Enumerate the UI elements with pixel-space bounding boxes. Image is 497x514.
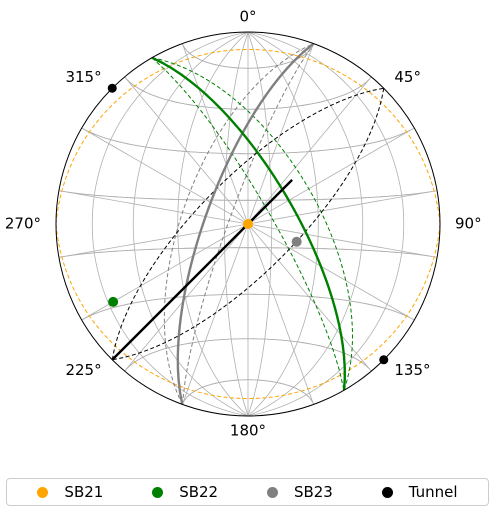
grid-great-circle — [247, 31, 405, 417]
direction-label: 135° — [394, 361, 430, 379]
sb21-pole-point — [243, 219, 253, 229]
sb22-plane — [151, 56, 346, 391]
direction-label: 270° — [5, 215, 41, 233]
sb22-pole-point — [108, 296, 119, 307]
legend-label: Tunnel — [408, 483, 458, 501]
sb21-bound-circle — [55, 48, 441, 225]
legend-marker — [37, 486, 49, 498]
grid-great-circle — [247, 31, 319, 417]
chart-legend: SB21 SB22 SB23 Tunnel — [6, 478, 489, 506]
direction-label: 315° — [65, 68, 101, 86]
legend-item-sb23: SB23 — [266, 483, 333, 501]
sb23-plane — [176, 42, 315, 405]
legend-item-sb21: SB21 — [37, 483, 103, 501]
sb22-bound-circle — [151, 57, 353, 391]
legend-label: SB22 — [179, 483, 219, 501]
legend-marker — [381, 486, 393, 498]
grid-great-circle — [177, 31, 249, 417]
legend-label: SB21 — [64, 483, 104, 501]
direction-label: 180° — [230, 422, 266, 440]
legend-marker — [266, 486, 278, 498]
legend-marker — [152, 486, 164, 498]
direction-label: 90° — [455, 215, 482, 233]
grid-great-circle — [247, 31, 364, 417]
plane-uncertainty-bounds — [55, 43, 441, 405]
sb23-bound-circle — [163, 43, 314, 405]
grid-great-circle — [132, 31, 249, 417]
tunnel-bound-circle — [112, 88, 385, 361]
stereonet-plot: 0° 45° 90° 135° 180° 225° 270° 315° — [5, 8, 482, 440]
direction-labels: 0° 45° 90° 135° 180° 225° 270° 315° — [5, 8, 482, 440]
legend-label: SB23 — [293, 483, 333, 501]
direction-label: 0° — [239, 8, 256, 26]
tunnel-bound-circle — [111, 87, 384, 360]
grid-great-circle — [247, 31, 273, 417]
grid-great-circle — [223, 31, 249, 417]
legend-item-tunnel: Tunnel — [381, 483, 458, 501]
primitive-circle — [55, 31, 441, 417]
sb21-bound-circle — [55, 223, 441, 400]
sb23-pole-point — [291, 236, 302, 247]
direction-label: 225° — [65, 361, 101, 379]
direction-label: 45° — [394, 68, 421, 86]
grid-great-circle — [91, 31, 249, 417]
legend-item-sb22: SB22 — [152, 483, 218, 501]
